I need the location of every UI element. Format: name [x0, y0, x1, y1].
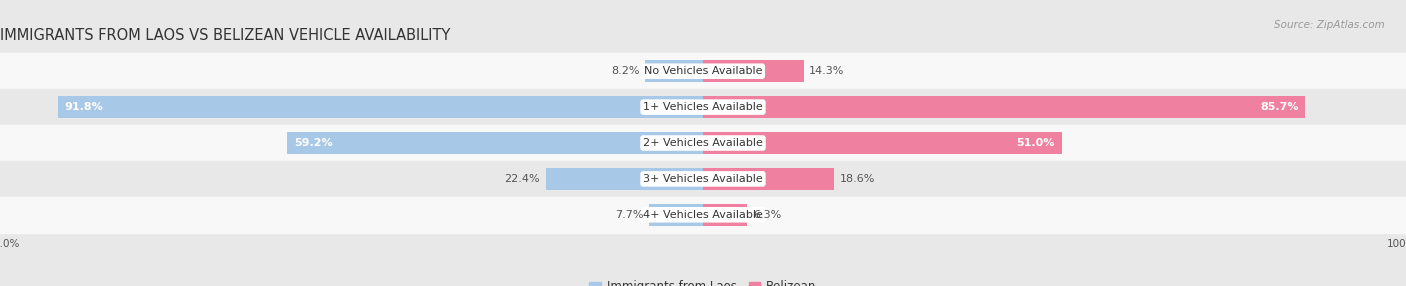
Bar	[546, 168, 703, 190]
Text: 59.2%: 59.2%	[294, 138, 332, 148]
Text: IMMIGRANTS FROM LAOS VS BELIZEAN VEHICLE AVAILABILITY: IMMIGRANTS FROM LAOS VS BELIZEAN VEHICLE…	[0, 28, 450, 43]
Bar	[703, 168, 834, 190]
Bar	[703, 96, 1305, 118]
Bar	[0, 197, 1406, 233]
Bar	[645, 60, 703, 82]
Legend: Immigrants from Laos, Belizean: Immigrants from Laos, Belizean	[585, 276, 821, 286]
Text: 6.3%: 6.3%	[754, 210, 782, 220]
Text: 18.6%: 18.6%	[839, 174, 875, 184]
Bar	[0, 53, 1406, 89]
Bar	[650, 204, 703, 226]
Text: 91.8%: 91.8%	[65, 102, 104, 112]
Text: No Vehicles Available: No Vehicles Available	[644, 66, 762, 76]
Text: 7.7%: 7.7%	[614, 210, 644, 220]
Text: 85.7%: 85.7%	[1260, 102, 1299, 112]
Text: 3+ Vehicles Available: 3+ Vehicles Available	[643, 174, 763, 184]
Bar	[703, 204, 748, 226]
Text: 4+ Vehicles Available: 4+ Vehicles Available	[643, 210, 763, 220]
Text: 2+ Vehicles Available: 2+ Vehicles Available	[643, 138, 763, 148]
Bar	[287, 132, 703, 154]
Text: 14.3%: 14.3%	[810, 66, 845, 76]
Text: 22.4%: 22.4%	[505, 174, 540, 184]
Bar	[0, 161, 1406, 197]
Text: Source: ZipAtlas.com: Source: ZipAtlas.com	[1274, 20, 1385, 30]
Bar	[0, 125, 1406, 161]
Text: 8.2%: 8.2%	[612, 66, 640, 76]
Bar	[0, 89, 1406, 125]
Bar	[58, 96, 703, 118]
Text: 1+ Vehicles Available: 1+ Vehicles Available	[643, 102, 763, 112]
Text: 51.0%: 51.0%	[1017, 138, 1054, 148]
Bar	[703, 60, 804, 82]
Bar	[703, 132, 1062, 154]
